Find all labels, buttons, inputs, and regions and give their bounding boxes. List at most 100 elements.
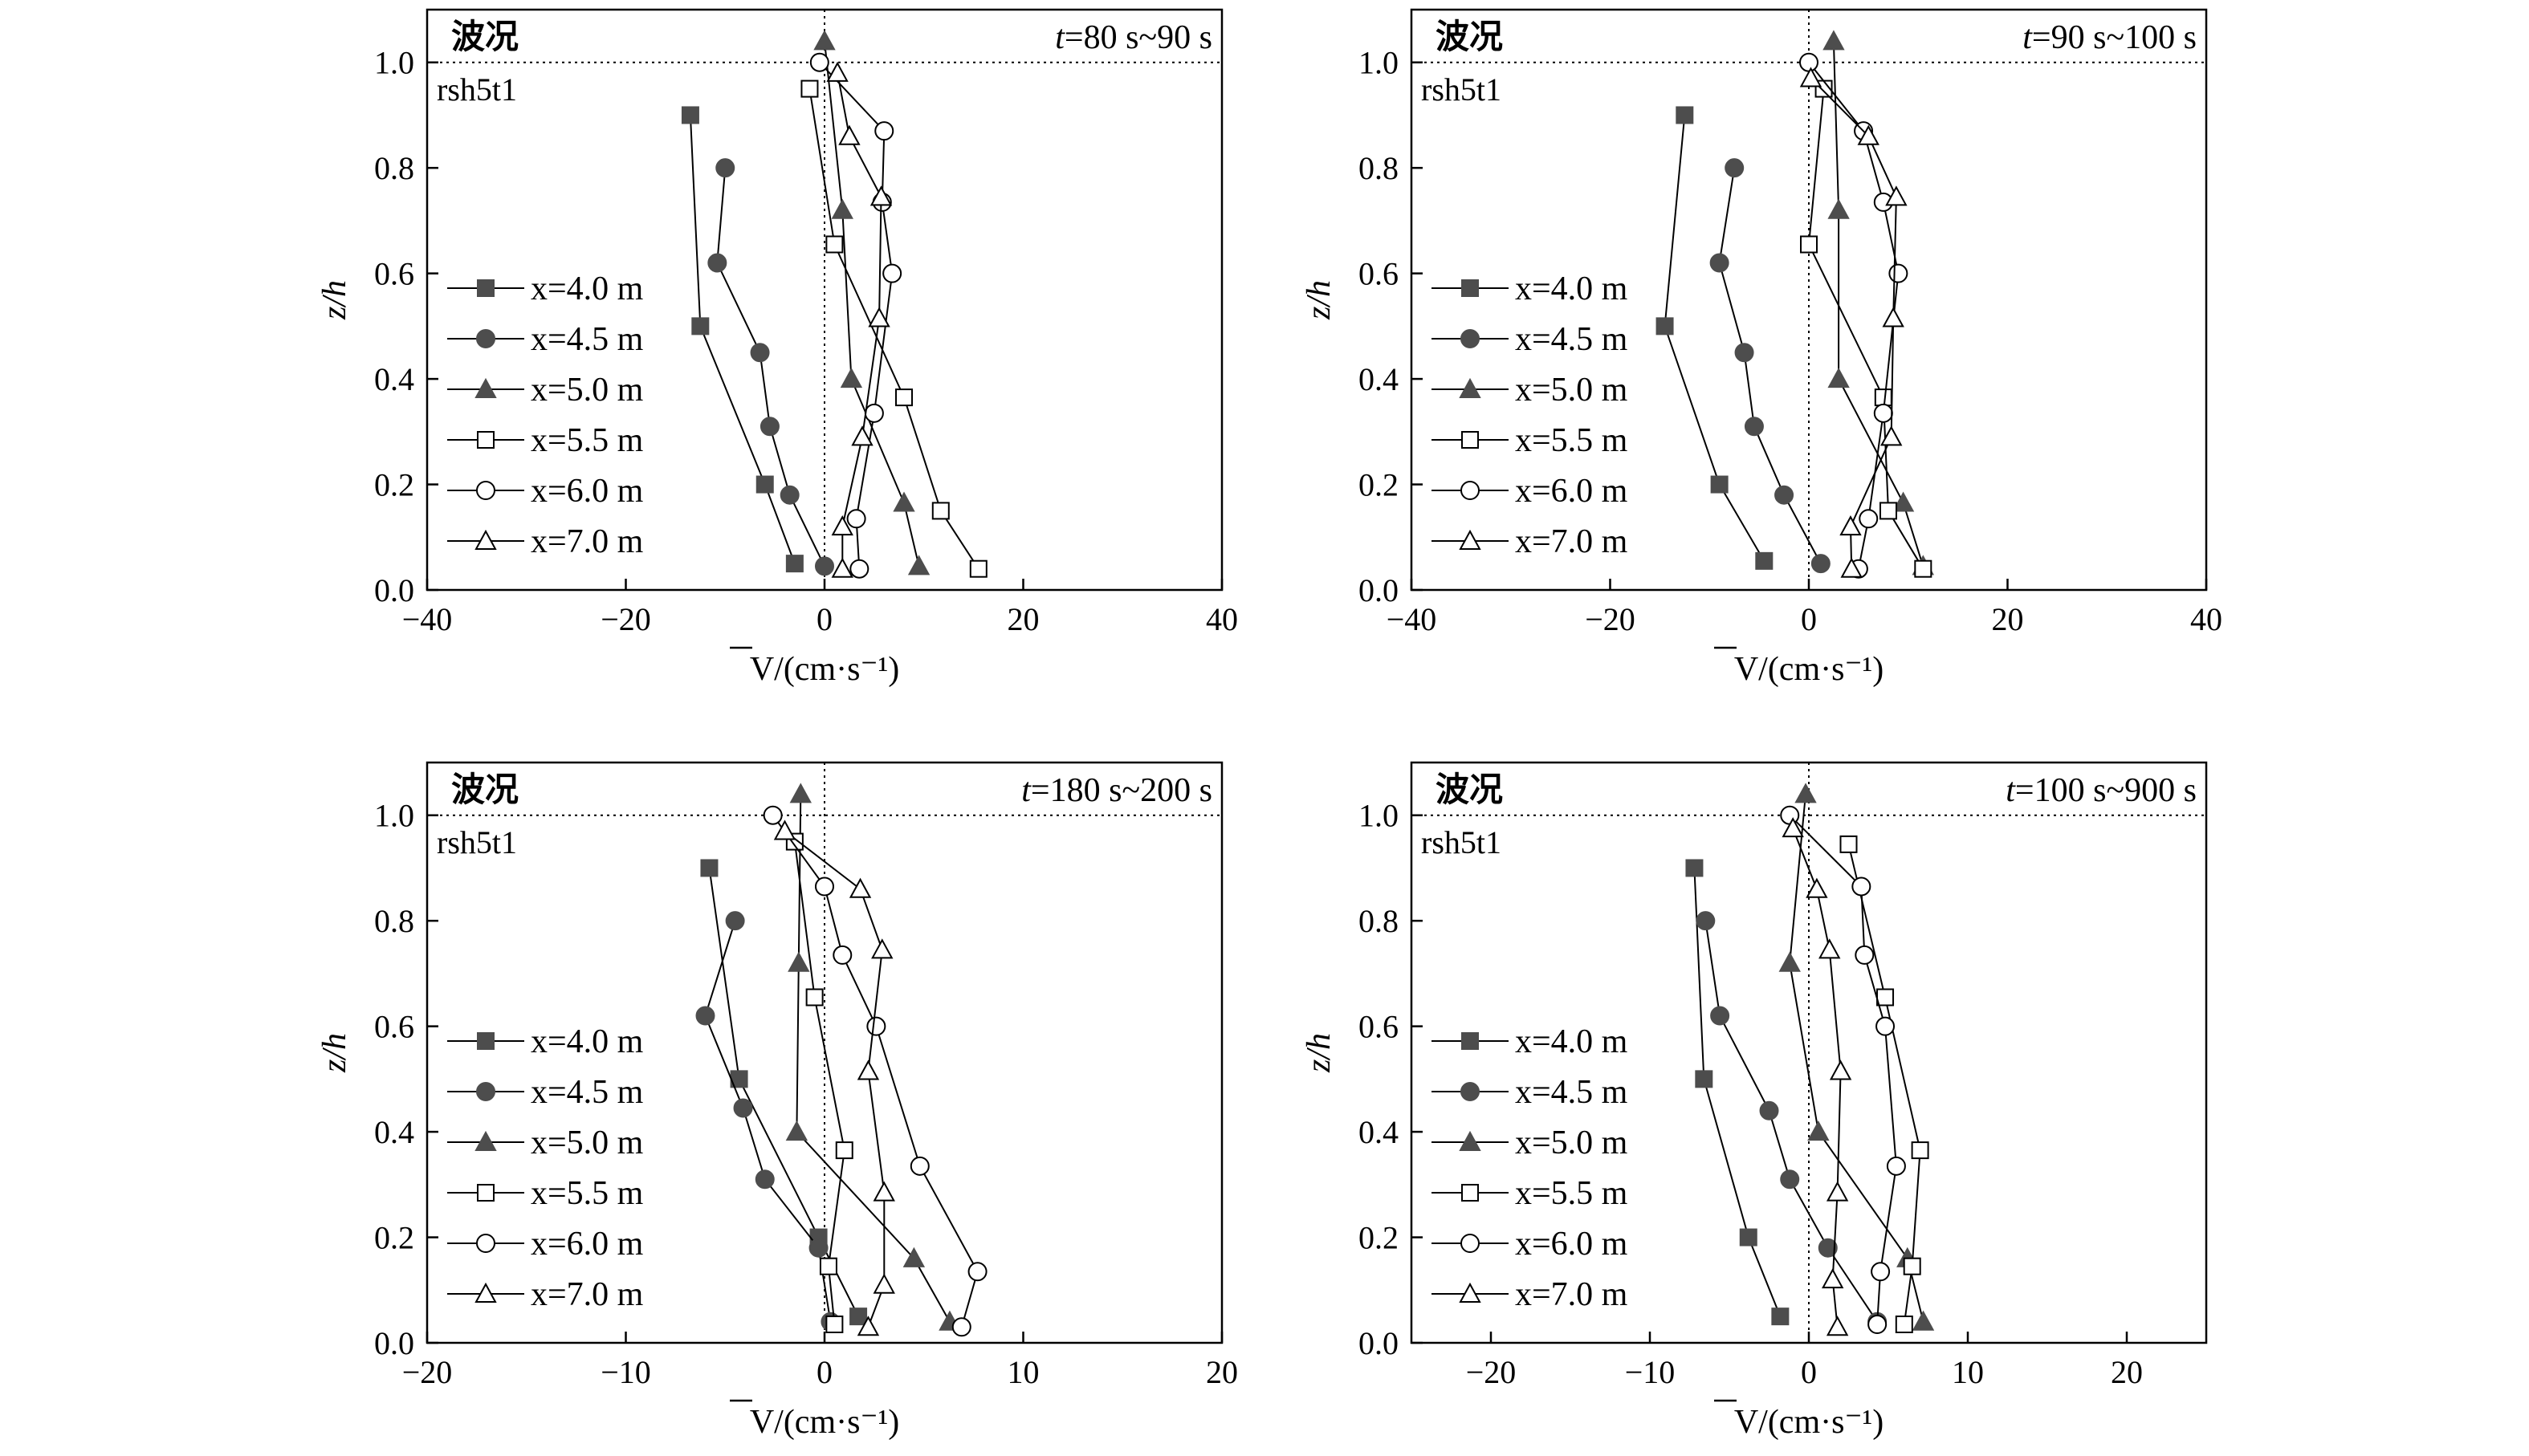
x-tick-label: 20 — [2111, 1354, 2143, 1390]
data-point — [831, 557, 853, 578]
data-point — [1696, 911, 1716, 931]
data-point — [725, 911, 745, 931]
data-point — [785, 555, 804, 573]
legend-item: x=5.0 m — [1431, 1125, 1628, 1161]
x-tick-label: −40 — [402, 601, 453, 637]
chart-panel-2: −40 −20 0 20 40 0.0 0.2 0.4 0.6 0.8 1.0 V/(cm·s⁻¹) z… — [1301, 8, 2222, 688]
series-line — [1704, 921, 1878, 1323]
legend-item: x=7.0 m — [447, 523, 644, 560]
data-point — [1851, 876, 1871, 897]
legend-label: x=5.0 m — [531, 372, 644, 409]
x-tick-label: 10 — [1008, 1354, 1040, 1390]
data-point — [838, 124, 861, 145]
data-point — [1818, 938, 1841, 959]
data-point — [805, 988, 824, 1007]
y-tick-label: 0.6 — [374, 1009, 414, 1045]
legend-marker — [1459, 377, 1481, 398]
data-point — [871, 938, 894, 959]
data-point — [825, 235, 844, 254]
data-point — [864, 403, 884, 423]
data-point — [1778, 951, 1801, 972]
legend-label: x=7.0 m — [531, 1276, 644, 1313]
legend-marker — [1461, 431, 1479, 449]
data-point — [763, 805, 783, 825]
legend-item: x=6.0 m — [1431, 473, 1628, 510]
x-axis-label: V/(cm·s⁻¹) — [750, 651, 899, 688]
legend-marker — [1460, 1234, 1480, 1253]
data-point — [815, 556, 834, 576]
time-variable: t — [2006, 772, 2016, 809]
data-point — [902, 1247, 926, 1267]
time-variable: t — [1021, 772, 1032, 809]
data-point — [1827, 368, 1850, 388]
y-tick-label: 0.8 — [1358, 150, 1399, 186]
legend-item: x=4.0 m — [1431, 270, 1628, 307]
data-point — [874, 121, 894, 141]
data-point — [809, 52, 829, 72]
data-point — [1739, 1228, 1757, 1247]
data-point — [1818, 1238, 1838, 1258]
legend-marker — [1459, 529, 1481, 550]
data-point — [695, 1006, 715, 1026]
wave-condition-label: 波况 — [451, 17, 519, 56]
x-tick-label: 0 — [817, 1354, 833, 1390]
data-point — [1799, 52, 1818, 72]
series-x-5-5 — [1839, 835, 1929, 1333]
data-point — [813, 30, 836, 51]
time-range: =80 s~90 s — [1065, 19, 1212, 56]
y-axis-label: z/h — [316, 1033, 353, 1073]
data-point — [857, 1059, 880, 1080]
y-tick-label: 0.8 — [374, 150, 414, 186]
legend-item: x=4.5 m — [1431, 1074, 1628, 1111]
series-line — [716, 168, 825, 567]
legend-item: x=4.5 m — [1431, 321, 1628, 358]
legend-marker — [1461, 279, 1479, 297]
data-point — [1807, 1120, 1830, 1141]
legend-marker — [474, 377, 497, 398]
data-point — [868, 307, 890, 327]
series-line — [1832, 41, 1924, 567]
x-tick-label: 20 — [1008, 601, 1040, 637]
legend-label: x=7.0 m — [1515, 1276, 1628, 1313]
series-line — [689, 115, 796, 564]
data-point — [733, 1098, 753, 1118]
case-label: rsh5t1 — [1421, 71, 1501, 108]
legend-marker — [1459, 1282, 1481, 1303]
legend-marker — [474, 1282, 497, 1303]
legend-item: x=7.0 m — [1431, 523, 1628, 560]
series-x-6-0 — [809, 52, 902, 579]
legend-item: x=4.0 m — [447, 270, 644, 307]
legend-marker — [477, 431, 495, 449]
legend-marker — [476, 1082, 495, 1101]
data-point — [1800, 235, 1818, 254]
data-point — [815, 876, 834, 897]
y-tick-label: 0.4 — [374, 1114, 414, 1150]
data-point — [869, 185, 893, 206]
y-tick-label: 0.0 — [1358, 572, 1399, 608]
legend-label: x=4.5 m — [1515, 321, 1628, 358]
data-point — [1888, 263, 1908, 283]
data-point — [895, 388, 913, 407]
legend-marker — [477, 1032, 495, 1050]
x-tick-label: 40 — [2190, 601, 2222, 637]
x-tick-label: 20 — [1992, 601, 2024, 637]
data-point — [846, 509, 866, 529]
data-point — [849, 559, 869, 579]
data-point — [1827, 198, 1850, 219]
legend-label: x=4.5 m — [531, 321, 644, 358]
series-x-4-0 — [1685, 859, 1790, 1326]
data-point — [1782, 817, 1804, 838]
series-x-5-5 — [800, 79, 988, 578]
legend-label: x=4.0 m — [531, 270, 644, 307]
legend-item: x=5.5 m — [447, 1175, 644, 1212]
series-line — [808, 88, 979, 570]
data-point — [835, 1141, 853, 1160]
data-point — [831, 515, 853, 536]
data-point — [785, 1120, 808, 1141]
y-tick-label: 0.6 — [1358, 256, 1399, 292]
y-tick-label: 0.2 — [374, 467, 414, 503]
data-point — [1676, 106, 1694, 124]
legend-marker — [1461, 1184, 1479, 1202]
data-point — [893, 491, 915, 512]
